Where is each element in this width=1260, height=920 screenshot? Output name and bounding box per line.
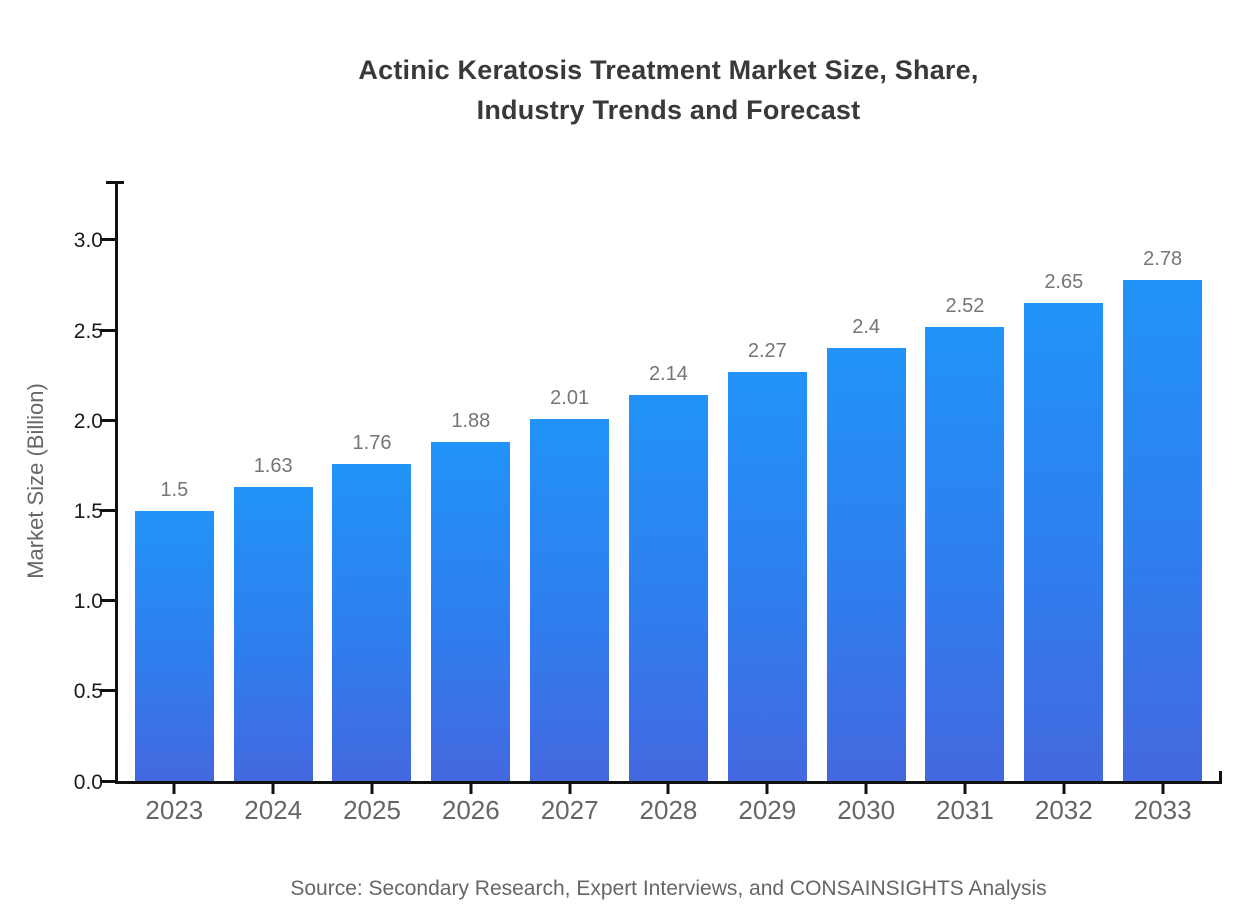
bar xyxy=(530,418,610,781)
bar xyxy=(826,348,906,781)
y-tick-label: 1.5 xyxy=(73,500,103,523)
bar-column: 1.88 2026 xyxy=(431,181,511,825)
x-axis-right-cap xyxy=(1219,771,1222,784)
y-tick-label: 0.0 xyxy=(73,770,103,794)
y-tick-mark xyxy=(100,418,115,422)
x-tick-mark xyxy=(568,784,572,794)
y-tick-mark xyxy=(100,689,115,693)
bar xyxy=(925,326,1005,781)
x-tick-mark xyxy=(1062,784,1066,794)
x-tick-mark xyxy=(864,784,868,794)
bar-value-label: 2.4 xyxy=(852,316,881,339)
y-tick-label: 2.0 xyxy=(73,409,103,433)
x-category-label: 2033 xyxy=(1133,795,1192,825)
bar xyxy=(134,510,214,781)
x-category-label: 2029 xyxy=(738,795,797,825)
bar-column: 2.4 2030 xyxy=(826,181,906,825)
chart-title-line1: Actinic Keratosis Treatment Market Size,… xyxy=(358,55,979,85)
x-tick-mark xyxy=(271,784,275,794)
x-category-label: 2024 xyxy=(244,795,303,825)
y-axis-line xyxy=(115,181,118,784)
x-category-label: 2023 xyxy=(145,795,204,825)
source-note: Source: Secondary Research, Expert Inter… xyxy=(290,877,1047,900)
bar-column: 1.63 2024 xyxy=(233,181,313,825)
y-axis-label: Market Size (Billion) xyxy=(23,383,48,579)
x-tick-mark xyxy=(370,784,374,794)
bar-value-label: 1.76 xyxy=(352,431,392,454)
bar-value-label: 1.5 xyxy=(160,478,189,501)
x-tick-mark xyxy=(172,784,176,794)
bar-value-label: 2.27 xyxy=(747,339,787,362)
x-tick-mark xyxy=(1161,784,1165,794)
bars-container: 1.5 2023 1.63 2024 1.76 2025 1.88 2026 2.01 2027 2… xyxy=(115,181,1222,825)
bar-column: 2.52 2031 xyxy=(925,181,1005,825)
bar-column: 1.5 2023 xyxy=(134,181,214,825)
bar-column: 2.27 2029 xyxy=(727,181,807,825)
x-category-label: 2032 xyxy=(1034,795,1093,825)
y-tick-mark xyxy=(100,599,115,603)
y-tick-mark xyxy=(100,779,115,783)
y-tick-mark xyxy=(100,238,115,242)
plot-area: 0.0 0.5 1.0 1.5 2.0 2.5 3.0 1.5 2023 1.63 2024 1.7… xyxy=(74,181,1222,825)
y-tick-label: 3.0 xyxy=(73,229,103,253)
chart-title: Actinic Keratosis Treatment Market Size,… xyxy=(115,50,1222,130)
x-tick-mark xyxy=(469,784,473,794)
y-tick-label: 2.5 xyxy=(73,319,103,343)
bar-value-label: 2.14 xyxy=(649,363,688,386)
x-axis-line xyxy=(115,781,1222,784)
x-category-label: 2026 xyxy=(441,795,500,825)
y-tick-mark xyxy=(100,509,115,512)
y-tick-label: 0.5 xyxy=(73,680,103,704)
bar xyxy=(727,371,807,781)
y-tick-label: 1.0 xyxy=(73,590,103,614)
bar-column: 2.78 2033 xyxy=(1123,181,1203,825)
y-axis-top-cap xyxy=(106,181,124,184)
bar xyxy=(1024,303,1104,781)
bar-value-label: 1.63 xyxy=(253,455,293,478)
x-category-label: 2031 xyxy=(936,795,994,825)
x-tick-mark xyxy=(963,784,967,794)
bar-column: 2.65 2032 xyxy=(1024,181,1104,825)
bar-value-label: 2.01 xyxy=(550,386,590,409)
bar-value-label: 2.52 xyxy=(945,294,985,317)
x-category-label: 2027 xyxy=(540,795,599,825)
bar-column: 1.76 2025 xyxy=(332,181,412,825)
bar-value-label: 1.88 xyxy=(451,409,491,432)
x-category-label: 2030 xyxy=(837,795,896,825)
bar-value-label: 2.78 xyxy=(1143,247,1183,270)
bar-column: 2.01 2027 xyxy=(530,181,610,825)
chart-title-line2: Industry Trends and Forecast xyxy=(476,95,861,125)
x-category-label: 2025 xyxy=(343,795,401,825)
bar xyxy=(1123,279,1203,781)
bar xyxy=(431,441,511,781)
bar-value-label: 2.65 xyxy=(1044,271,1084,294)
x-tick-mark xyxy=(666,784,670,794)
bar-column: 2.14 2028 xyxy=(628,181,708,825)
x-category-label: 2028 xyxy=(639,795,698,825)
x-tick-mark xyxy=(765,784,769,794)
bar xyxy=(628,395,708,781)
bar xyxy=(233,487,313,781)
y-tick-mark xyxy=(100,328,115,332)
bar xyxy=(332,463,412,781)
